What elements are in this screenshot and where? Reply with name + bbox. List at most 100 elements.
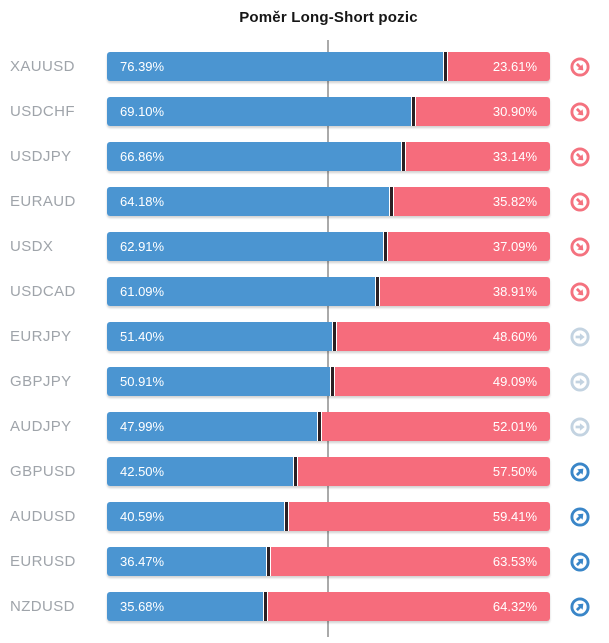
long-short-bar: 61.09% 38.91% <box>107 277 550 306</box>
segment-divider <box>400 142 406 171</box>
trend-down-icon <box>569 56 590 77</box>
trend-neutral-icon <box>569 326 590 347</box>
signal-icon-cell <box>550 371 609 393</box>
short-segment: 35.82% <box>393 187 550 216</box>
trend-up-icon <box>569 461 590 482</box>
long-short-bar: 51.40% 48.60% <box>107 322 550 351</box>
trend-up-icon <box>569 551 590 572</box>
sentiment-row: USDCAD 61.09% 38.91% <box>0 277 609 306</box>
long-short-bar: 66.86% 33.14% <box>107 142 550 171</box>
long-short-bar: 64.18% 35.82% <box>107 187 550 216</box>
sentiment-row: EURUSD 36.47% 63.53% <box>0 547 609 576</box>
signal-icon-cell <box>550 461 609 483</box>
sentiment-row: GBPUSD 42.50% 57.50% <box>0 457 609 486</box>
long-short-bar: 62.91% 37.09% <box>107 232 550 261</box>
sentiment-row: AUDJPY 47.99% 52.01% <box>0 412 609 441</box>
segment-divider <box>292 457 298 486</box>
trend-up-icon <box>569 506 590 527</box>
short-segment: 64.32% <box>267 592 550 621</box>
symbol-label: NZDUSD <box>10 598 75 615</box>
segment-divider <box>317 412 323 441</box>
signal-icon-cell <box>550 281 609 303</box>
trend-up-icon <box>569 596 590 617</box>
symbol-label: AUDJPY <box>10 418 72 435</box>
short-segment: 48.60% <box>337 322 550 351</box>
symbol-label: XAUUSD <box>10 58 75 75</box>
long-segment: 62.91% <box>107 232 384 261</box>
trend-down-icon <box>569 236 590 257</box>
short-segment: 57.50% <box>297 457 550 486</box>
long-segment: 47.99% <box>107 412 318 441</box>
long-segment: 51.40% <box>107 322 333 351</box>
segment-divider <box>442 52 448 81</box>
symbol-label: USDJPY <box>10 148 72 165</box>
segment-divider <box>330 367 336 396</box>
segment-divider <box>332 322 338 351</box>
long-segment: 76.39% <box>107 52 443 81</box>
symbol-label: USDX <box>10 238 54 255</box>
signal-icon-cell <box>550 506 609 528</box>
signal-icon-cell <box>550 551 609 573</box>
short-segment: 33.14% <box>405 142 550 171</box>
short-segment: 63.53% <box>271 547 550 576</box>
long-segment: 36.47% <box>107 547 267 576</box>
segment-divider <box>410 97 416 126</box>
sentiment-row: USDX 62.91% 37.09% <box>0 232 609 261</box>
signal-icon-cell <box>550 191 609 213</box>
segment-divider <box>383 232 389 261</box>
long-segment: 69.10% <box>107 97 411 126</box>
long-short-bar: 35.68% 64.32% <box>107 592 550 621</box>
sentiment-row: USDJPY 66.86% 33.14% <box>0 142 609 171</box>
symbol-label: GBPJPY <box>10 373 72 390</box>
signal-icon-cell <box>550 146 609 168</box>
trend-neutral-icon <box>569 416 590 437</box>
short-segment: 49.09% <box>335 367 550 396</box>
long-segment: 61.09% <box>107 277 376 306</box>
sentiment-rows: XAUUSD 76.39% 23.61% USDCHF 69.10% 30.90… <box>0 52 609 637</box>
long-segment: 40.59% <box>107 502 285 531</box>
long-short-bar: 76.39% 23.61% <box>107 52 550 81</box>
segment-divider <box>266 547 272 576</box>
segment-divider <box>388 187 394 216</box>
short-segment: 38.91% <box>380 277 550 306</box>
sentiment-row: EURAUD 64.18% 35.82% <box>0 187 609 216</box>
signal-icon-cell <box>550 101 609 123</box>
sentiment-row: USDCHF 69.10% 30.90% <box>0 97 609 126</box>
long-segment: 35.68% <box>107 592 263 621</box>
short-segment: 23.61% <box>447 52 550 81</box>
sentiment-row: GBPJPY 50.91% 49.09% <box>0 367 609 396</box>
long-segment: 66.86% <box>107 142 401 171</box>
long-segment: 42.50% <box>107 457 293 486</box>
short-segment: 52.01% <box>322 412 550 441</box>
signal-icon-cell <box>550 236 609 258</box>
trend-neutral-icon <box>569 371 590 392</box>
sentiment-row: AUDUSD 40.59% 59.41% <box>0 502 609 531</box>
trend-down-icon <box>569 281 590 302</box>
long-short-bar: 50.91% 49.09% <box>107 367 550 396</box>
trend-down-icon <box>569 101 590 122</box>
symbol-label: GBPUSD <box>10 463 76 480</box>
long-short-bar: 47.99% 52.01% <box>107 412 550 441</box>
long-short-bar: 69.10% 30.90% <box>107 97 550 126</box>
symbol-label: EURAUD <box>10 193 76 210</box>
short-segment: 37.09% <box>388 232 550 261</box>
segment-divider <box>284 502 290 531</box>
short-segment: 59.41% <box>289 502 550 531</box>
symbol-label: AUDUSD <box>10 508 76 525</box>
segment-divider <box>262 592 268 621</box>
long-segment: 64.18% <box>107 187 389 216</box>
signal-icon-cell <box>550 326 609 348</box>
long-short-bar: 36.47% 63.53% <box>107 547 550 576</box>
segment-divider <box>375 277 381 306</box>
sentiment-row: XAUUSD 76.39% 23.61% <box>0 52 609 81</box>
signal-icon-cell <box>550 56 609 78</box>
symbol-label: EURUSD <box>10 553 76 570</box>
signal-icon-cell <box>550 596 609 618</box>
sentiment-row: NZDUSD 35.68% 64.32% <box>0 592 609 621</box>
long-short-bar: 42.50% 57.50% <box>107 457 550 486</box>
long-short-bar: 40.59% 59.41% <box>107 502 550 531</box>
sentiment-row: EURJPY 51.40% 48.60% <box>0 322 609 351</box>
chart-title: Poměr Long-Short pozic <box>239 9 418 26</box>
signal-icon-cell <box>550 416 609 438</box>
